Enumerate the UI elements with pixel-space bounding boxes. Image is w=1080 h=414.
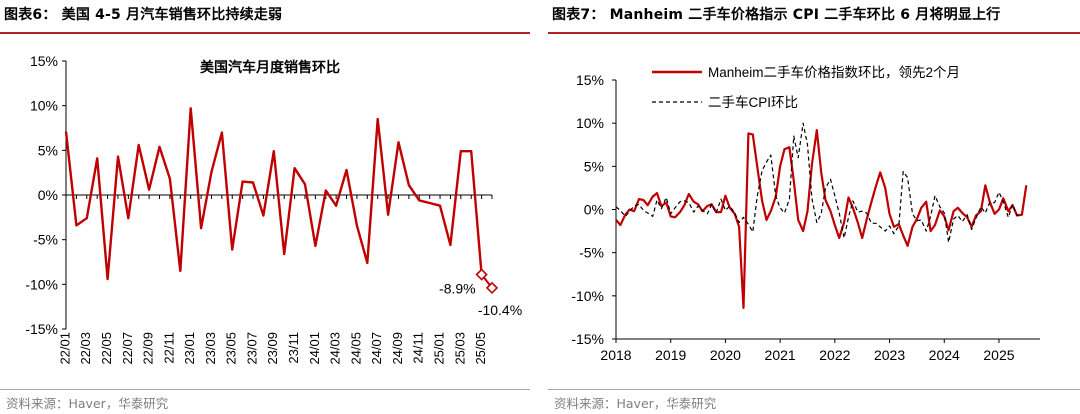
chart-title: 美国汽车月度销售环比: [200, 59, 340, 75]
x-tick-label: 22/09: [141, 332, 156, 365]
x-tick-label: 2023: [874, 347, 905, 363]
y-tick-label: -15%: [571, 331, 604, 347]
x-tick-label: 2025: [983, 347, 1014, 363]
y-tick-label: 10%: [576, 115, 604, 131]
left-source-note: 资料来源：Haver，华泰研究: [6, 396, 169, 411]
x-tick-label: 24/07: [369, 332, 384, 365]
y-tick-label: -15%: [25, 321, 58, 337]
left-figure: 图表6： 美国 4-5 月汽车销售环比持续走弱 美国汽车月度销售环比 15% 10%…: [0, 0, 530, 414]
y-tick-label: 0%: [38, 187, 58, 203]
right-title-rule: [548, 32, 1080, 34]
right-chart: 15% 10% 5% 0% -5% -10% -15%2018 2019 2020 2021 202…: [571, 64, 1040, 363]
x-tick-label: 2019: [655, 347, 686, 363]
x-tick-label: 2020: [710, 347, 741, 363]
x-tick-label: 22/07: [120, 332, 135, 365]
may-data-label: -8.9%: [439, 281, 476, 297]
x-tick-label: 23/11: [286, 332, 301, 364]
x-tick-label: 24/09: [390, 332, 405, 365]
y-tick-label: 15%: [30, 53, 58, 69]
x-tick-label: 2024: [929, 347, 960, 363]
x-tick-label: 22/05: [99, 332, 114, 365]
x-tick-label: 22/11: [161, 332, 176, 364]
left-chart: 美国汽车月度销售环比 15% 10% 5% 0% -5% -10% -15%22/01 22/0…: [25, 53, 522, 365]
y-tick-label: 0%: [584, 202, 604, 218]
legend-manheim-label: Manheim二手车价格指数环比，领先2个月: [708, 64, 960, 80]
sales-mom-line: [64, 107, 483, 281]
left-source-rule: [0, 389, 530, 390]
y-tick-label: 5%: [584, 158, 604, 174]
right-figure: 图表7： Manheim 二手车价格指示 CPI 二手车环比 6 月将明显上行 …: [548, 0, 1080, 414]
x-tick-label: 25/01: [431, 332, 446, 365]
x-tick-label: 24/05: [348, 332, 363, 365]
y-tick-label: -10%: [25, 276, 58, 292]
left-figure-title: 图表6： 美国 4-5 月汽车销售环比持续走弱: [4, 7, 283, 23]
y-tick-label: 15%: [576, 72, 604, 88]
x-tick-label: 24/11: [411, 332, 426, 364]
x-tick-label: 23/03: [203, 332, 218, 365]
legend-used-car-cpi-label: 二手车CPI环比: [708, 94, 798, 110]
x-tick-label: 25/05: [473, 332, 488, 365]
x-tick-label: 2018: [600, 347, 631, 363]
used-car-cpi-series-line: [615, 122, 1023, 243]
x-tick-label: 24/01: [307, 332, 322, 365]
y-tick-label: 5%: [38, 142, 58, 158]
right-source-note: 资料来源：Haver，华泰研究: [554, 396, 717, 411]
x-tick-label: 25/03: [452, 332, 467, 365]
x-tick-label: 24/03: [328, 332, 343, 365]
june-point-marker: [485, 281, 499, 295]
x-tick-label: 22/01: [57, 332, 72, 365]
y-tick-label: 10%: [30, 98, 58, 114]
x-tick-label: 23/09: [265, 332, 280, 365]
x-tick-label: 2021: [765, 347, 796, 363]
y-tick-label: -10%: [571, 288, 604, 304]
x-tick-label: 22/03: [78, 332, 93, 365]
right-source-rule: [548, 389, 1080, 390]
x-tick-label: 23/01: [182, 332, 197, 365]
left-title-rule: [0, 32, 530, 34]
x-tick-label: 23/05: [224, 332, 239, 365]
may-point-marker: [475, 268, 488, 281]
x-tick-label: 23/07: [244, 332, 259, 365]
june-data-label: -10.4%: [478, 302, 522, 318]
right-figure-title: 图表7： Manheim 二手车价格指示 CPI 二手车环比 6 月将明显上行: [552, 7, 1001, 23]
x-tick-label: 2022: [819, 347, 850, 363]
manheim-series-line: [615, 128, 1028, 309]
y-tick-label: -5%: [33, 232, 58, 248]
y-tick-label: -5%: [579, 245, 604, 261]
